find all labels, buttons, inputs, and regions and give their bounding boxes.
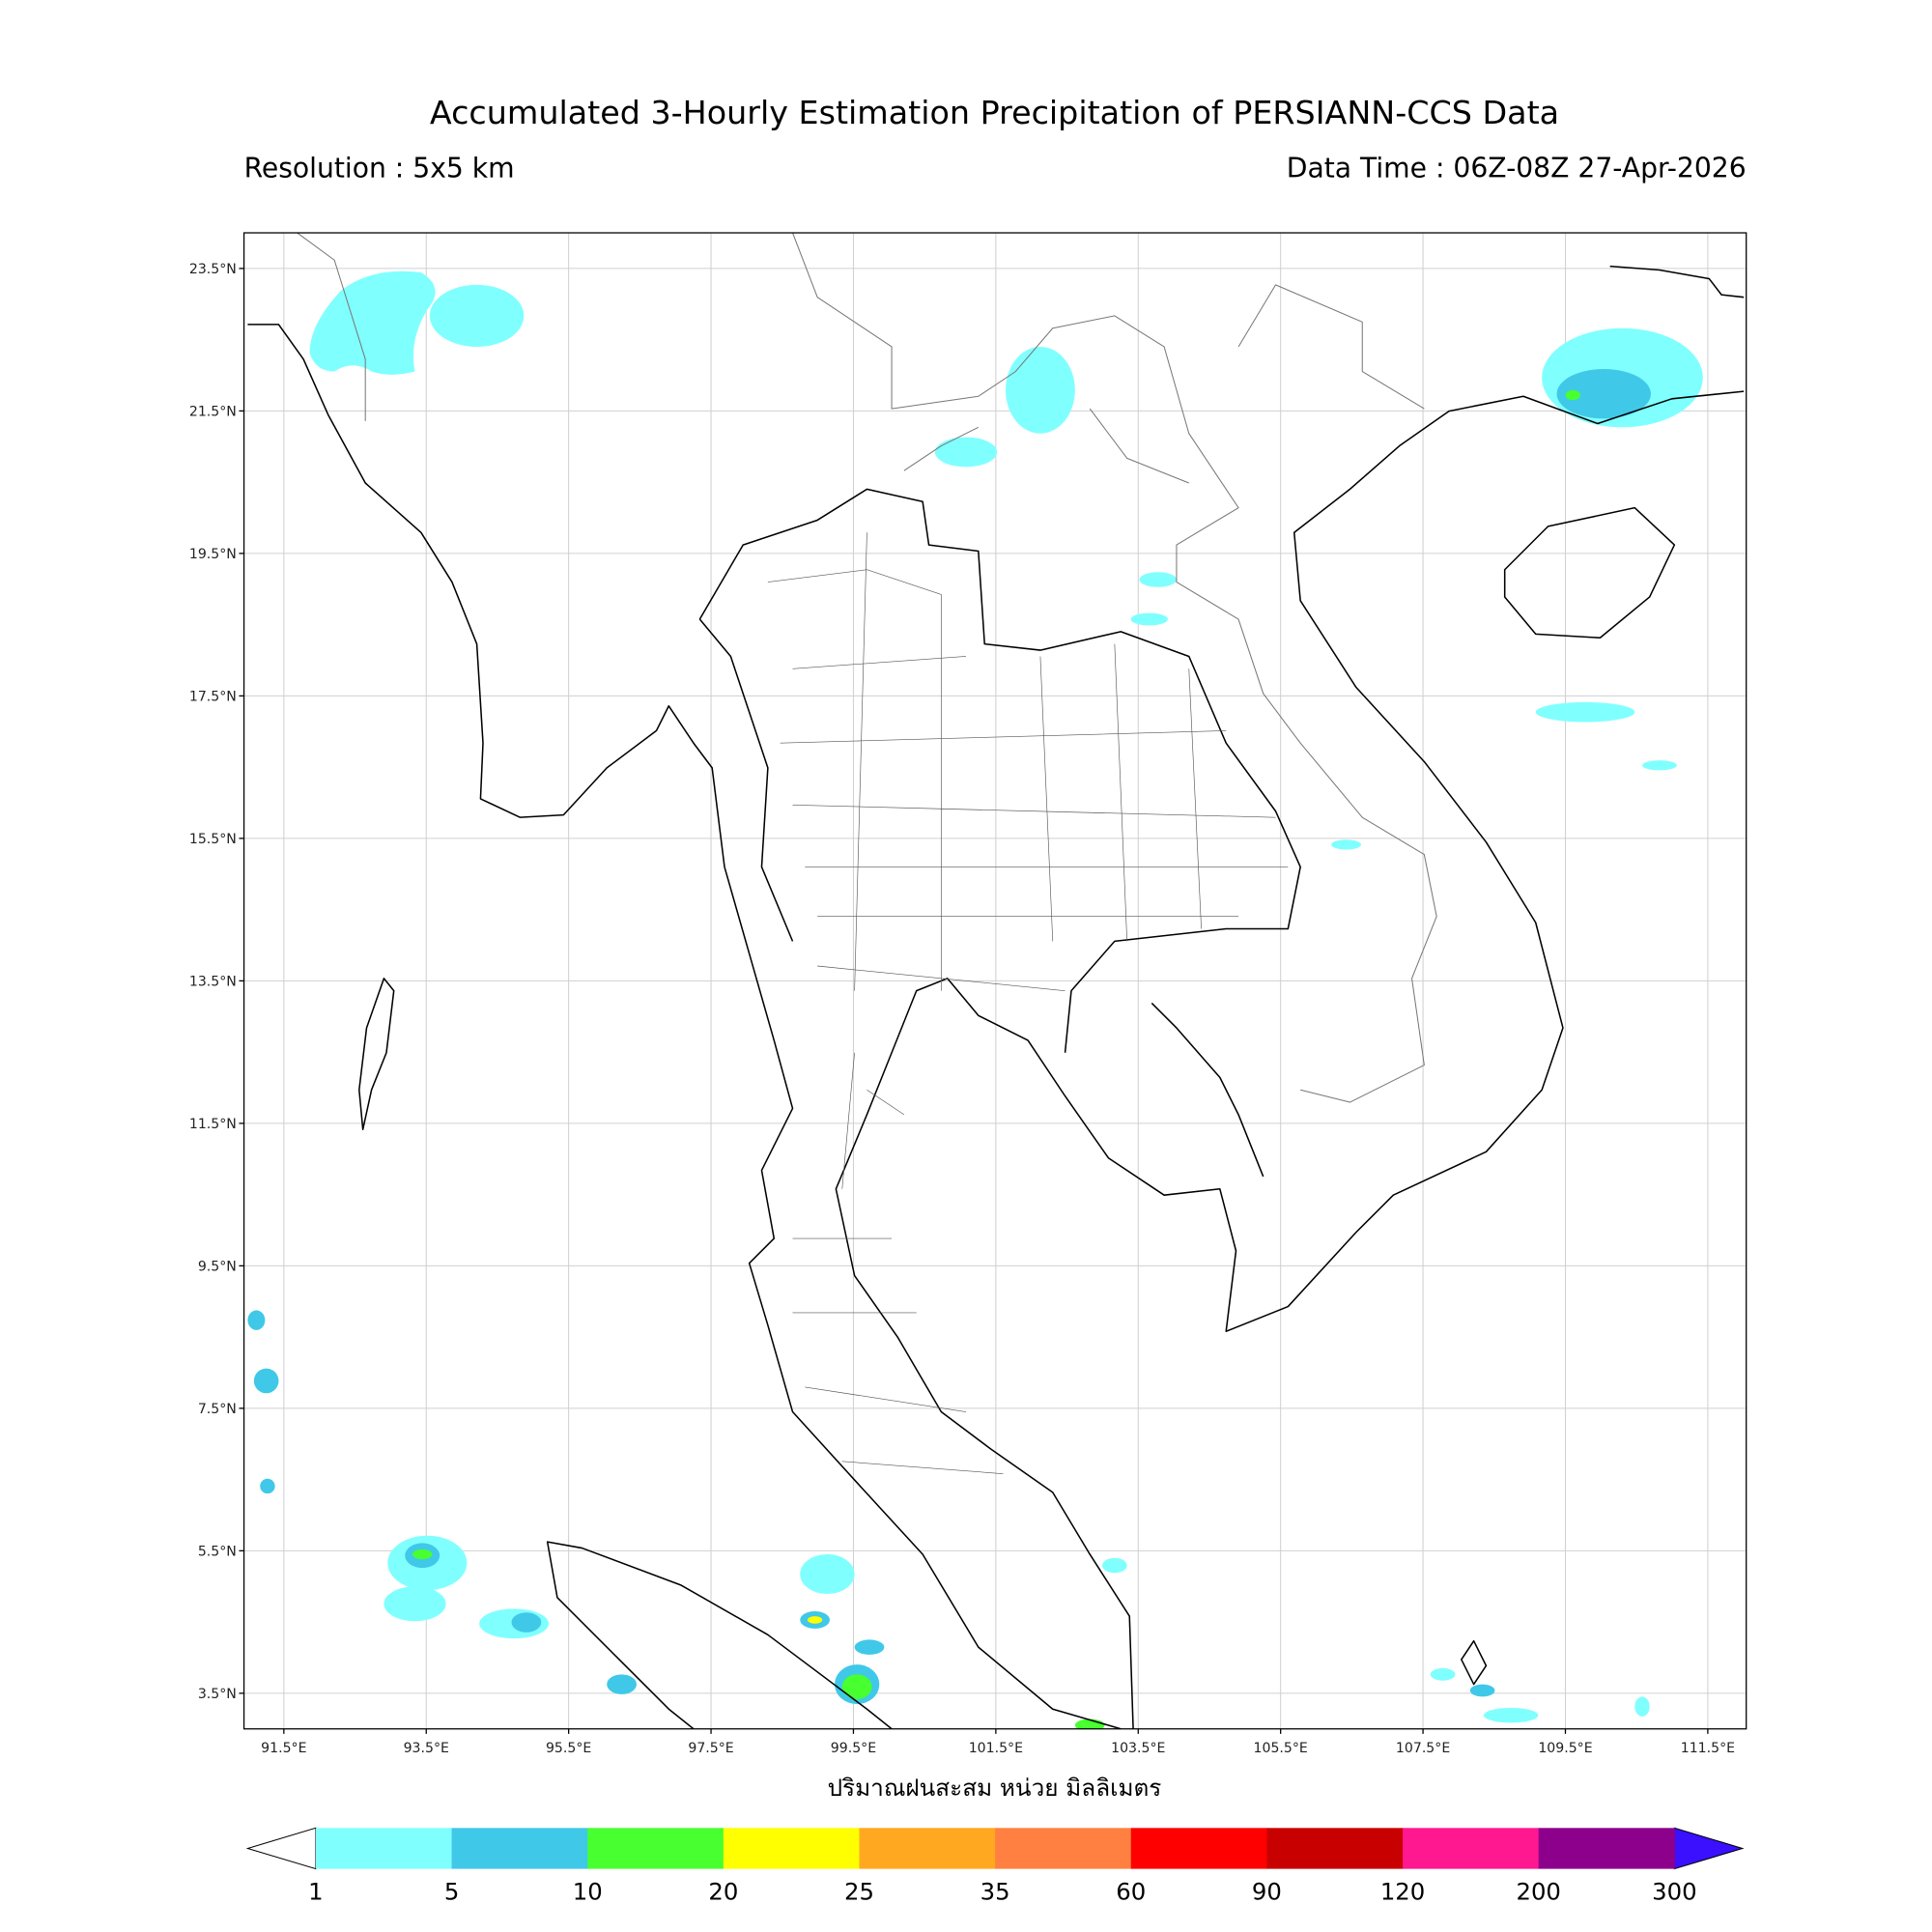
y-tick-label: 23.5°N — [189, 262, 237, 277]
x-tick-label: 101.5°E — [969, 1741, 1023, 1756]
colorbar-segment — [451, 1828, 588, 1869]
rain-area — [1139, 572, 1177, 587]
rain-area — [1556, 369, 1651, 419]
x-tick-label: 99.5°E — [831, 1741, 876, 1756]
province-lines — [767, 532, 1289, 1474]
rain-area — [1102, 1557, 1127, 1574]
map-layer — [247, 233, 1745, 1729]
colorbar-segment — [1266, 1828, 1404, 1869]
rain-area — [511, 1612, 542, 1633]
colorbar: 1 5 10 20 25 35 60 90 120 200 300 — [245, 1827, 1745, 1906]
coastline — [1503, 506, 1676, 639]
resolution: Resolution : 5x5 km — [244, 152, 515, 184]
country-border — [792, 233, 1437, 1103]
rain-area — [429, 284, 525, 347]
rain-area — [1642, 760, 1677, 771]
rain-area — [412, 1548, 433, 1560]
y-tick-label: 19.5°N — [189, 547, 237, 562]
rain-area — [854, 1639, 885, 1655]
rain-area — [1006, 346, 1075, 434]
rain-area — [1634, 1696, 1650, 1717]
rain-area — [247, 1310, 266, 1330]
colorbar-label: 10 — [573, 1878, 603, 1906]
rain-area — [1130, 612, 1168, 626]
colorbar-under — [245, 1827, 317, 1870]
coastline — [358, 978, 395, 1130]
colorbar-segment — [859, 1828, 996, 1869]
y-tick-label: 13.5°N — [189, 975, 237, 990]
rain-area — [1565, 389, 1580, 401]
rain-area — [934, 437, 998, 468]
rain-area — [260, 1478, 275, 1494]
rain-area — [1469, 1684, 1495, 1697]
y-tick-label: 7.5°N — [198, 1402, 237, 1417]
y-tick-label: 9.5°N — [198, 1260, 237, 1275]
colorbar-segment — [1130, 1828, 1268, 1869]
colorbar-label: 300 — [1652, 1878, 1696, 1906]
colorbar-label: 1 — [308, 1878, 324, 1906]
rain-area — [1483, 1707, 1539, 1723]
colorbar-label: 60 — [1116, 1878, 1146, 1906]
coastline — [1461, 1639, 1488, 1686]
x-tick-label: 97.5°E — [688, 1741, 733, 1756]
colorbar-label: 200 — [1516, 1878, 1560, 1906]
x-tick-label: 105.5°E — [1254, 1741, 1308, 1756]
x-tick-label: 111.5°E — [1681, 1741, 1735, 1756]
coastline — [247, 324, 1122, 1729]
x-tick-label: 93.5°E — [404, 1741, 449, 1756]
thailand-outline — [698, 488, 1301, 1053]
coastline — [1609, 265, 1745, 298]
rain-area — [841, 1674, 872, 1699]
coastline — [546, 1541, 893, 1729]
colorbar-label: 35 — [980, 1878, 1010, 1906]
colorbar-segment — [723, 1828, 861, 1869]
y-tick-label: 3.5°N — [198, 1687, 237, 1702]
x-tick-label: 95.5°E — [546, 1741, 591, 1756]
rain-area — [800, 1553, 855, 1594]
rain-area — [1430, 1667, 1456, 1681]
colorbar-segment — [1403, 1828, 1540, 1869]
country-border — [1089, 284, 1425, 484]
colorbar-label: 20 — [708, 1878, 738, 1906]
rain-areas — [247, 270, 1703, 1729]
colorbar-label: 120 — [1380, 1878, 1425, 1906]
colorbar-label: 5 — [444, 1878, 460, 1906]
x-tick-label: 91.5°E — [261, 1741, 306, 1756]
rain-area — [807, 1616, 823, 1624]
coastline — [1151, 1002, 1264, 1178]
x-axis-label: ปริมาณฝนสะสม หน่วย มิลลิเมตร — [828, 1774, 1162, 1802]
title: Accumulated 3-Hourly Estimation Precipit… — [430, 94, 1559, 131]
y-tick-label: 11.5°N — [189, 1117, 237, 1132]
country-border — [297, 233, 980, 471]
rain-area — [253, 1368, 279, 1394]
grid: 91.5°E 93.5°E 95.5°E 97.5°E 99.5°E 101.5°E 103… — [189, 233, 1747, 1756]
rain-area — [1331, 839, 1361, 850]
y-tick-label: 15.5°N — [189, 832, 237, 847]
data-time: Data Time : 06Z-08Z 27-Apr-2026 — [1287, 152, 1747, 184]
coastline — [835, 390, 1745, 1729]
colorbar-segment — [1538, 1828, 1675, 1869]
colorbar-label: 90 — [1252, 1878, 1282, 1906]
y-tick-label: 5.5°N — [198, 1545, 237, 1560]
y-tick-label: 17.5°N — [189, 690, 237, 705]
colorbar-segment — [995, 1828, 1132, 1869]
colorbar-segment — [587, 1828, 724, 1869]
x-tick-label: 103.5°E — [1111, 1741, 1165, 1756]
rain-area — [1535, 701, 1635, 723]
rain-area — [309, 270, 436, 375]
rain-area — [607, 1674, 637, 1694]
x-tick-label: 109.5°E — [1538, 1741, 1592, 1756]
map-frame — [242, 232, 1747, 1730]
y-tick-label: 21.5°N — [189, 405, 237, 420]
colorbar-segment — [315, 1828, 453, 1869]
colorbar-over — [1673, 1827, 1745, 1870]
x-tick-label: 107.5°E — [1396, 1741, 1450, 1756]
colorbar-label: 25 — [844, 1878, 874, 1906]
rain-area — [384, 1586, 446, 1622]
